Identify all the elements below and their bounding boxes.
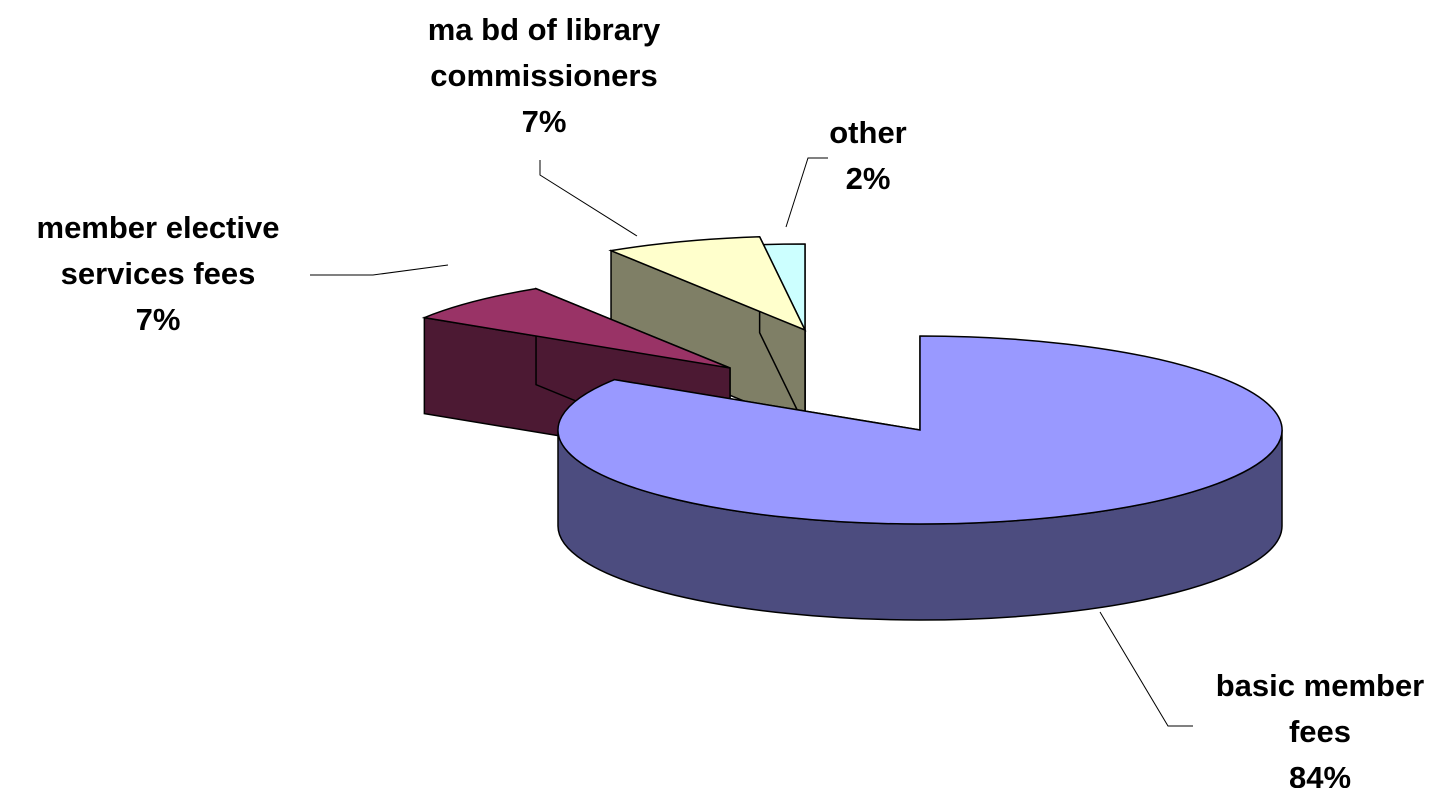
leader-line — [785, 157, 828, 228]
leader-lines — [310, 157, 1193, 727]
leader-line — [310, 264, 449, 276]
leader-line — [539, 160, 638, 237]
slice-top — [421, 287, 731, 369]
slice-name-label: services fees — [61, 256, 256, 291]
slice-name-label: commissioners — [430, 58, 657, 93]
slice-top — [557, 335, 1283, 525]
slice-label: other 2% — [829, 115, 907, 196]
slice-top — [608, 235, 807, 332]
slice-labels: basic member fees 84% member elective servic… — [37, 12, 1425, 788]
slice-name-label: basic member — [1216, 668, 1425, 703]
slice-name-label: fees — [1289, 714, 1351, 749]
slice-name-label: member elective — [37, 210, 280, 245]
slice-percent-label: 7% — [136, 302, 181, 337]
slice-percent-label: 7% — [522, 104, 567, 139]
slice-label: basic member fees 84% — [1216, 668, 1425, 788]
slice-label: ma bd of library commissioners 7% — [428, 12, 661, 139]
slice-name-label: ma bd of library — [428, 12, 661, 47]
slice-ma-bd-of-library-commissioners — [608, 235, 807, 428]
pie-slices — [421, 235, 1283, 621]
leader-line — [1099, 611, 1193, 727]
slice-percent-label: 2% — [846, 161, 891, 196]
slice-name-label: other — [829, 115, 907, 150]
slice-basic-member-fees — [557, 335, 1283, 621]
slice-label: member elective services fees 7% — [37, 210, 280, 337]
slice-percent-label: 84% — [1289, 760, 1351, 788]
